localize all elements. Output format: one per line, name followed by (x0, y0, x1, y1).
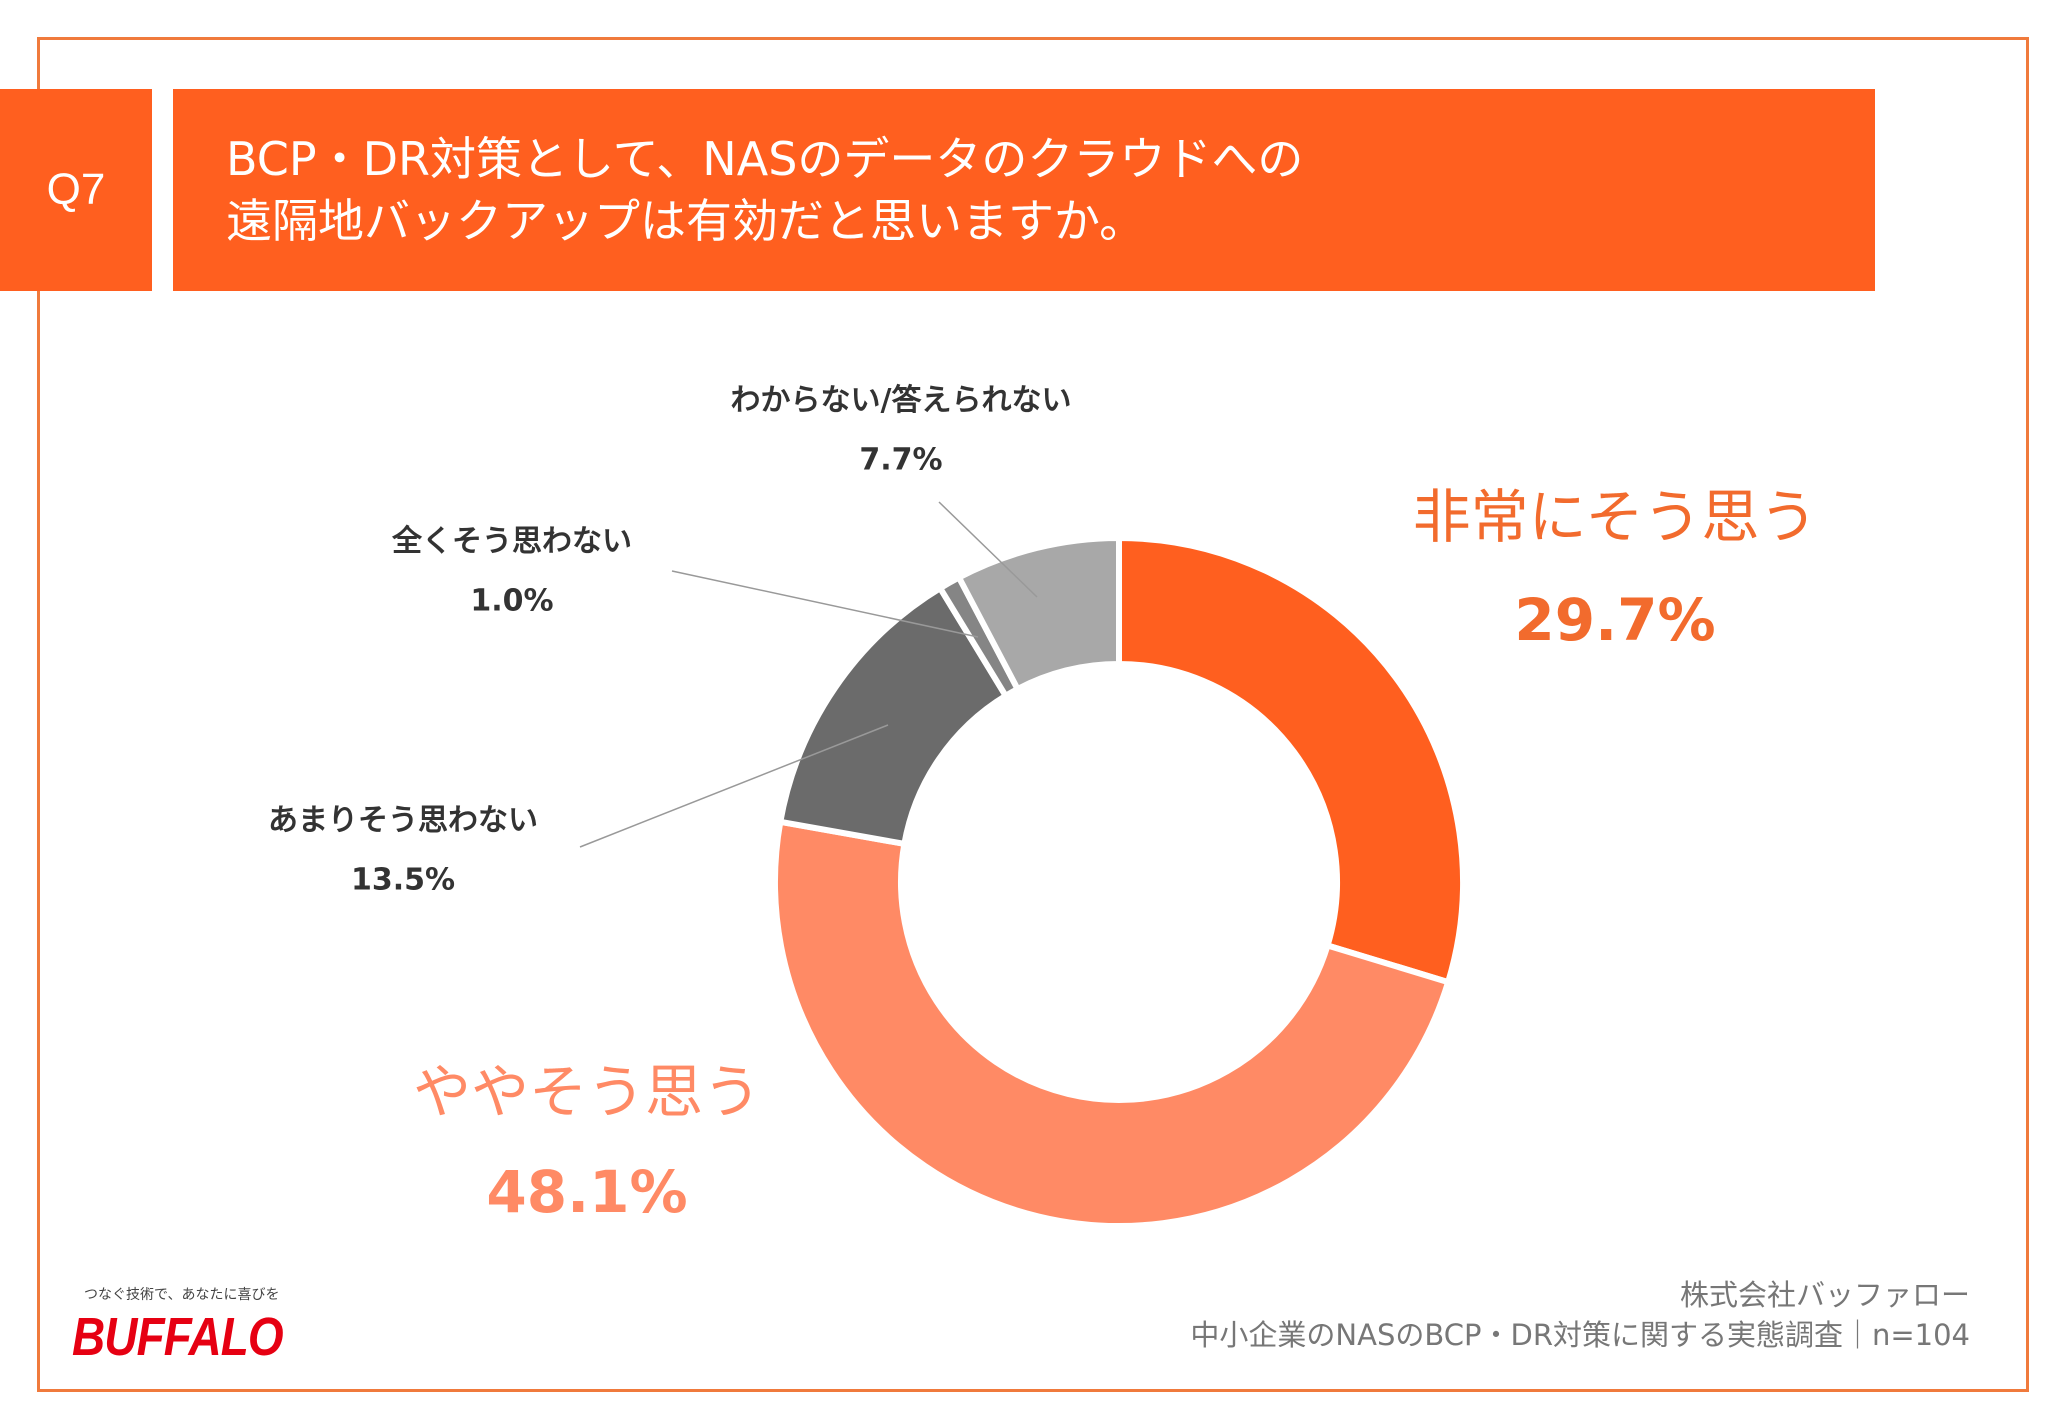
donut-slice-somewhat (772, 818, 1452, 1229)
value-not-at-all: 1.0% (470, 583, 554, 619)
buffalo-logo: BUFFALO (72, 1307, 284, 1367)
label-dont-know: わからない/答えられない (730, 383, 1072, 418)
footer-company: 株式会社バッファロー (1679, 1278, 1970, 1312)
label-very-much: 非常にそう思う (1412, 483, 1818, 551)
slide-frame (37, 37, 2029, 1392)
leader-line-dont-know (938, 501, 1038, 598)
title-line-1: BCP・DR対策として、NASのデータのクラウドへの (226, 132, 1304, 186)
value-somewhat: 48.1% (486, 1158, 688, 1226)
footer-survey: 中小企業のNASのBCP・DR対策に関する実態調査｜n=104 (1190, 1318, 1970, 1352)
title-line-2: 遠隔地バックアップは有効だと思いますか。 (226, 194, 1146, 248)
logo-tagline: つなぐ技術で、あなたに喜びを (84, 1287, 280, 1303)
value-not-much: 13.5% (350, 862, 456, 898)
question-title: BCP・DR対策として、NASのデータのクラウドへの 遠隔地バックアップは有効だ… (173, 89, 1875, 291)
label-not-at-all: 全くそう思わない (392, 524, 632, 559)
leader-line-not-at-all (671, 570, 979, 638)
donut-slice-very-much (1116, 534, 1466, 986)
label-somewhat: ややそう思う (412, 1058, 762, 1126)
footer-source: 株式会社バッファロー 中小企業のNASのBCP・DR対策に関する実態調査｜n=1… (1190, 1275, 1970, 1355)
question-number: Q7 (0, 89, 152, 291)
leader-line-not-much (579, 724, 889, 848)
value-dont-know: 7.7% (859, 442, 943, 478)
donut-slice-dont-know (954, 534, 1122, 694)
label-not-much: あまりそう思わない (268, 803, 538, 838)
value-very-much: 29.7% (1514, 586, 1716, 654)
